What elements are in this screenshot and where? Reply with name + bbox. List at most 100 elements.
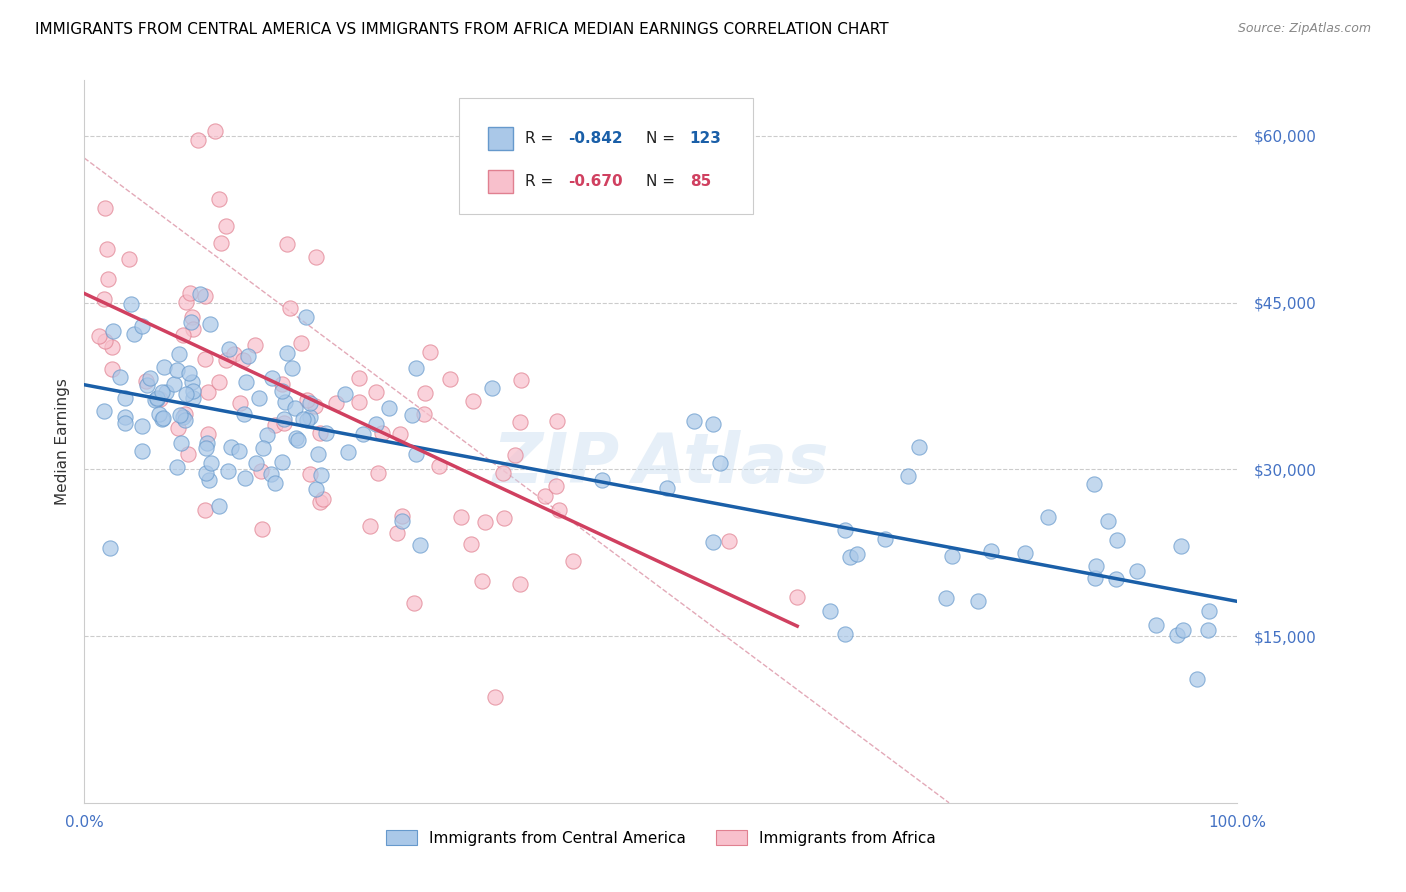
Point bbox=[427, 459, 450, 474]
Point bbox=[143, 393, 166, 408]
Point bbox=[276, 237, 298, 252]
Point bbox=[169, 408, 191, 422]
Point bbox=[194, 352, 217, 367]
Point bbox=[1187, 672, 1209, 686]
Point bbox=[101, 362, 124, 376]
Point bbox=[298, 410, 321, 425]
Point bbox=[278, 301, 301, 315]
Point bbox=[149, 392, 172, 406]
Point bbox=[846, 547, 869, 561]
Point bbox=[347, 395, 370, 409]
Point bbox=[166, 460, 188, 475]
Point bbox=[353, 427, 375, 442]
Point bbox=[408, 538, 430, 552]
Point bbox=[218, 343, 240, 357]
Point bbox=[276, 346, 298, 360]
Point bbox=[391, 509, 413, 524]
Point bbox=[285, 431, 308, 445]
Point bbox=[247, 391, 270, 405]
Point bbox=[367, 466, 389, 480]
Point bbox=[177, 447, 200, 461]
Point bbox=[228, 444, 250, 458]
Point bbox=[405, 360, 427, 375]
Point bbox=[298, 467, 321, 482]
Point bbox=[166, 363, 188, 377]
Point bbox=[224, 347, 246, 361]
Point bbox=[114, 416, 136, 430]
Point bbox=[312, 492, 335, 507]
Point bbox=[439, 372, 461, 386]
Point bbox=[281, 361, 304, 376]
Point bbox=[148, 407, 170, 421]
Point bbox=[194, 289, 217, 303]
FancyBboxPatch shape bbox=[460, 98, 754, 214]
Point bbox=[401, 408, 423, 422]
Point bbox=[209, 236, 232, 251]
Point bbox=[236, 349, 259, 363]
Point bbox=[177, 366, 200, 380]
Point bbox=[336, 444, 359, 458]
Point bbox=[333, 387, 356, 401]
Point bbox=[484, 690, 506, 705]
Point bbox=[181, 375, 204, 389]
Point bbox=[875, 532, 897, 546]
Point bbox=[309, 425, 332, 440]
Point bbox=[405, 447, 427, 461]
Point bbox=[93, 292, 115, 306]
Point bbox=[966, 594, 988, 608]
Y-axis label: Median Earnings: Median Earnings bbox=[55, 378, 70, 505]
Point bbox=[548, 503, 571, 517]
Point bbox=[101, 324, 124, 338]
Text: ZIP Atlas: ZIP Atlas bbox=[492, 430, 830, 497]
Point bbox=[980, 544, 1002, 558]
Point bbox=[1014, 546, 1036, 560]
Point bbox=[194, 502, 217, 516]
Point bbox=[172, 410, 194, 425]
Point bbox=[1198, 604, 1220, 618]
Point bbox=[263, 418, 285, 433]
Point bbox=[131, 318, 153, 333]
Point bbox=[187, 133, 209, 147]
Point bbox=[412, 407, 434, 421]
Text: 123: 123 bbox=[690, 130, 721, 145]
Point bbox=[418, 345, 440, 359]
Point bbox=[1166, 628, 1188, 642]
Point bbox=[299, 396, 322, 410]
Point bbox=[1126, 564, 1149, 578]
Point bbox=[481, 382, 503, 396]
Point bbox=[235, 376, 257, 390]
Point bbox=[114, 392, 136, 406]
Point bbox=[702, 535, 724, 549]
Point bbox=[273, 417, 295, 431]
Point bbox=[219, 440, 242, 454]
Point bbox=[834, 627, 856, 641]
Point bbox=[591, 473, 613, 487]
Point bbox=[146, 392, 169, 406]
Point bbox=[155, 385, 177, 400]
Point bbox=[839, 550, 862, 565]
Point bbox=[366, 384, 388, 399]
Point bbox=[217, 464, 239, 478]
Point bbox=[259, 467, 281, 481]
Point bbox=[146, 391, 169, 405]
Point bbox=[1170, 539, 1192, 553]
Point bbox=[169, 436, 191, 450]
Point bbox=[292, 412, 315, 426]
Point bbox=[294, 310, 316, 324]
Point bbox=[305, 250, 328, 264]
Point bbox=[98, 541, 121, 556]
Point bbox=[1084, 558, 1107, 573]
FancyBboxPatch shape bbox=[488, 169, 513, 193]
Point bbox=[229, 396, 252, 410]
Point bbox=[655, 482, 678, 496]
Point bbox=[172, 327, 194, 342]
Point bbox=[208, 375, 231, 389]
Point bbox=[1171, 623, 1194, 637]
Point bbox=[834, 523, 856, 537]
Point bbox=[1198, 623, 1220, 637]
Point bbox=[389, 426, 412, 441]
Point bbox=[181, 384, 204, 398]
Point bbox=[173, 407, 195, 421]
Point bbox=[96, 242, 118, 256]
Text: N =: N = bbox=[645, 174, 679, 189]
